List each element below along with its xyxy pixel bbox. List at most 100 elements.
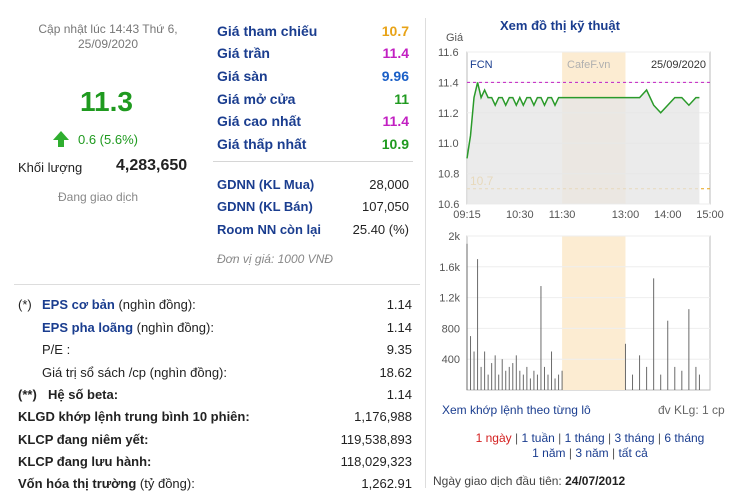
time-tick-label: 11:30 (549, 209, 576, 221)
up-arrow-icon (53, 131, 69, 147)
range-1-year[interactable]: 1 năm (532, 446, 566, 460)
price-row-value: 10.7 (381, 23, 409, 39)
time-tick-label: 14:00 (654, 209, 682, 221)
range-1-week[interactable]: 1 tuần (521, 431, 555, 445)
price-row-value: 11.4 (382, 45, 409, 61)
price-axis-label: Giá (446, 32, 464, 44)
fund-row-label: KLCP đang niêm yết: (18, 432, 149, 447)
intraday-chart: 10.610.811.011.211.411.6Giá10.7FCNCafeF.… (438, 32, 724, 391)
eps-basic-link[interactable]: EPS cơ bản (42, 297, 115, 312)
price-row-label: Giá tham chiếu (217, 23, 318, 39)
price-row-open: Giá mở cửa 11 (217, 88, 409, 108)
volume-chart: 2k 1.6k 1.2k 800 400 (439, 231, 711, 391)
fund-row-value: 9.35 (386, 342, 412, 357)
range-1-month[interactable]: 1 tháng (564, 431, 605, 445)
first-day-label: Ngày giao dịch đầu tiên: (433, 474, 562, 488)
price-row-value: 11.4 (382, 113, 409, 129)
price-tick-label: 11.6 (438, 47, 459, 59)
price-row-value: 10.9 (381, 136, 409, 152)
fund-row-label-rest: (tỷ đồng): (136, 476, 195, 491)
divider (213, 161, 413, 162)
fund-row-outstanding-shares: KLCP đang lưu hành: 118,029,323 (14, 451, 412, 471)
price-row-value: 11 (394, 91, 409, 107)
volume-tick-label: 1.2k (439, 293, 460, 305)
match-detail-link[interactable]: Xem khớp lệnh theo từng lô (442, 403, 591, 417)
price-row-low: Giá thấp nhất 10.9 (217, 133, 409, 153)
change-value: 0.6 (5.6%) (78, 131, 138, 147)
price-tick-label: 10.8 (438, 169, 459, 181)
fund-row-value: 1,176,988 (354, 409, 412, 424)
lunch-break-band (562, 236, 626, 390)
first-day-value: 24/07/2012 (565, 474, 626, 488)
section-divider (14, 284, 420, 285)
current-price: 11.3 (80, 86, 133, 117)
fund-row-book-value: Giá trị sổ sách /cp (nghìn đồng): 18.62 (14, 362, 412, 382)
foreign-row-buy: GDNN (KL Mua) 28,000 (217, 175, 409, 195)
fund-row-avg-volume: KLGD khớp lệnh trung bình 10 phiên: 1,17… (14, 406, 412, 426)
volume-tick-label: 800 (442, 323, 460, 335)
foreign-row-room: Room NN còn lại 25.40 (%) (217, 220, 409, 240)
volume-tick-label: 400 (442, 354, 460, 366)
first-trading-day: Ngày giao dịch đầu tiên: 24/07/2012 (433, 474, 625, 488)
fund-row-eps: (*) EPS cơ bản (nghìn đồng): 1.14 (14, 294, 412, 314)
fund-row-beta: (**) Hệ số beta: 1.14 (14, 384, 412, 404)
price-row-label: Giá cao nhất (217, 113, 302, 129)
foreign-row-sell: GDNN (KL Bán) 107,050 (217, 197, 409, 217)
fund-row-label: Giá trị sổ sách /cp (nghìn đồng): (42, 365, 227, 380)
volume-tick-label: 2k (448, 231, 460, 243)
fund-row-label-bold: Vốn hóa thị trường (18, 476, 137, 491)
price-row-reference: Giá tham chiếu 10.7 (217, 20, 409, 40)
time-tick-label: 10:30 (506, 209, 534, 221)
foreign-row-label: Room NN còn lại (217, 222, 322, 237)
price-unit-note: Đơn vị giá: 1000 VNĐ (217, 252, 333, 266)
fund-row-value: 118,029,323 (340, 454, 412, 469)
fund-row-label: Hệ số beta: (48, 387, 119, 402)
fund-row-market-cap: Vốn hóa thị trường (tỷ đồng): 1,262.91 (14, 473, 412, 493)
fund-row-prefix: (**) (18, 387, 37, 402)
fund-row-value: 1.14 (386, 320, 412, 335)
fund-row-label: KLCP đang lưu hành: (18, 454, 152, 469)
fund-row-value: 18.62 (379, 365, 412, 380)
last-updated-text: Cập nhật lúc 14:43 Thứ 6, 25/09/2020 (38, 22, 178, 51)
chart-date-label: 25/09/2020 (651, 59, 706, 71)
price-line (466, 82, 700, 159)
technical-chart-link[interactable]: Xem đồ thị kỹ thuật (500, 18, 620, 33)
fund-row-label: EPS cơ bản (nghìn đồng): (42, 297, 196, 312)
fund-row-pe: P/E : 9.35 (14, 339, 412, 359)
price-row-label: Giá thấp nhất (217, 136, 307, 152)
volume-unit-note: đv KLg: 1 cp (658, 403, 725, 417)
range-all[interactable]: tất cả (618, 446, 648, 460)
price-tick-label: 11.0 (438, 138, 459, 150)
foreign-row-label: GDNN (KL Mua) (217, 177, 315, 192)
price-area (467, 82, 700, 204)
fund-row-value: 1,262.91 (361, 476, 412, 491)
time-tick-label: 09:15 (453, 209, 481, 221)
column-divider (425, 18, 426, 488)
range-1-day[interactable]: 1 ngày (475, 431, 512, 445)
price-row-value: 9.96 (381, 68, 409, 84)
fund-row-label-rest: (nghìn đồng): (114, 297, 196, 312)
trading-status: Đang giao dịch (58, 190, 139, 204)
price-tick-label: 10.6 (438, 199, 459, 211)
price-row-label: Giá sàn (217, 68, 268, 84)
range-selector: 1 ngày | 1 tuần | 1 tháng | 3 tháng | 6 … (475, 431, 705, 460)
foreign-row-value: 28,000 (369, 177, 409, 192)
fund-row-value: 119,538,893 (340, 432, 412, 447)
price-tick-label: 11.4 (438, 77, 459, 89)
foreign-row-value: 25.40 (%) (352, 222, 409, 237)
range-3-month[interactable]: 3 tháng (614, 431, 655, 445)
price-row-high: Giá cao nhất 11.4 (217, 110, 409, 130)
price-tick-label: 11.2 (438, 108, 459, 120)
price-row-floor: Giá sàn 9.96 (217, 65, 409, 85)
fund-row-value: 1.14 (386, 297, 412, 312)
foreign-row-label: GDNN (KL Bán) (217, 199, 313, 214)
range-6-month[interactable]: 6 tháng (664, 431, 705, 445)
eps-diluted-link[interactable]: EPS pha loãng (42, 320, 134, 335)
fund-row-eps-diluted: EPS pha loãng (nghìn đồng): 1.14 (14, 317, 412, 337)
volume-tick-label: 1.6k (439, 262, 460, 274)
price-row-ceiling: Giá trần 11.4 (217, 42, 409, 62)
time-tick-label: 15:00 (696, 209, 724, 221)
range-3-year[interactable]: 3 năm (575, 446, 609, 460)
foreign-row-value: 107,050 (362, 199, 409, 214)
volume-value: 4,283,650 (116, 157, 188, 174)
